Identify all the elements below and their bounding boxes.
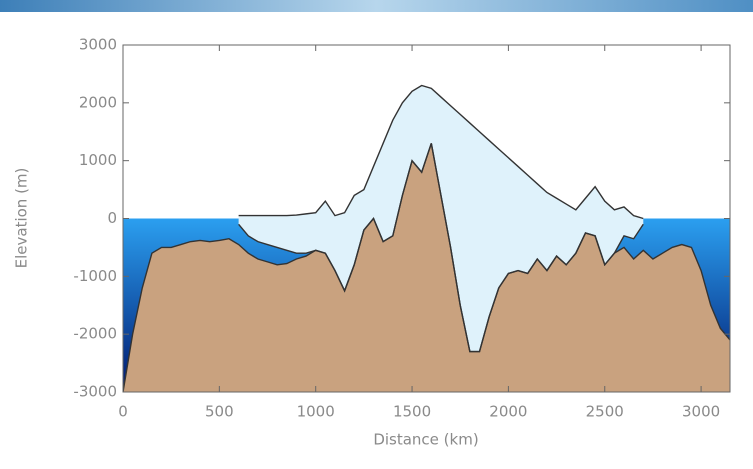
bedrock-fill <box>123 143 730 394</box>
x-tick-label: 0 <box>118 403 128 421</box>
x-axis-label: Distance (km) <box>373 431 478 449</box>
x-tick-label: 500 <box>205 403 234 421</box>
plot-area <box>123 85 730 394</box>
x-tick-label: 2500 <box>586 403 624 421</box>
x-tick-label: 3000 <box>682 403 720 421</box>
x-tick-label: 2000 <box>489 403 527 421</box>
chart: Distance (km) Elevation (m) 0 500 1000 1500… <box>0 0 753 465</box>
y-tick-label: -3000 <box>73 383 117 401</box>
x-tick-label: 1000 <box>297 403 335 421</box>
x-tick-label: 1500 <box>393 403 431 421</box>
y-axis-label: Elevation (m) <box>13 168 31 269</box>
y-tick-label: 3000 <box>79 36 117 54</box>
y-tick-label: 1000 <box>79 151 117 169</box>
y-tick-label: -2000 <box>73 325 117 343</box>
y-tick-label: 2000 <box>79 93 117 111</box>
y-tick-label: 0 <box>107 209 117 227</box>
y-tick-label: -1000 <box>73 267 117 285</box>
page: Distance (km) Elevation (m) 0 500 1000 1500… <box>0 0 753 465</box>
banner <box>0 0 753 12</box>
